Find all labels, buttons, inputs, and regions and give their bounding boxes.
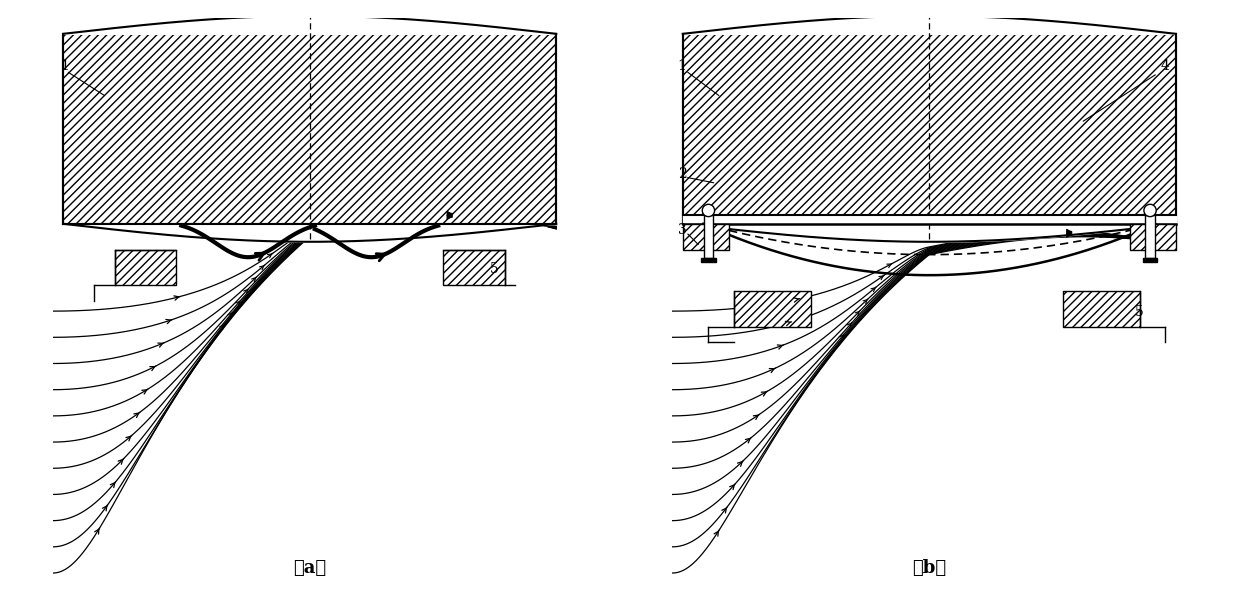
Text: 4: 4 <box>1161 59 1170 73</box>
Text: 1: 1 <box>61 59 69 73</box>
Text: 5: 5 <box>489 262 498 276</box>
Bar <box>704 214 714 258</box>
Text: 1: 1 <box>678 59 686 73</box>
Bar <box>1142 258 1157 262</box>
Bar <box>115 249 176 286</box>
Bar <box>63 34 556 224</box>
Text: 3: 3 <box>678 223 686 237</box>
Circle shape <box>1144 204 1156 217</box>
Bar <box>1063 290 1140 327</box>
Text: （a）: （a） <box>294 559 326 577</box>
Text: （b）: （b） <box>912 559 947 577</box>
Bar <box>444 249 504 286</box>
Text: 2: 2 <box>678 166 686 181</box>
Bar <box>683 224 729 249</box>
Text: 5: 5 <box>1135 305 1144 319</box>
Bar <box>1130 224 1176 249</box>
Bar <box>701 258 716 262</box>
Bar <box>683 34 1176 224</box>
Circle shape <box>703 204 715 217</box>
Bar <box>735 290 812 327</box>
Bar <box>1145 214 1155 258</box>
